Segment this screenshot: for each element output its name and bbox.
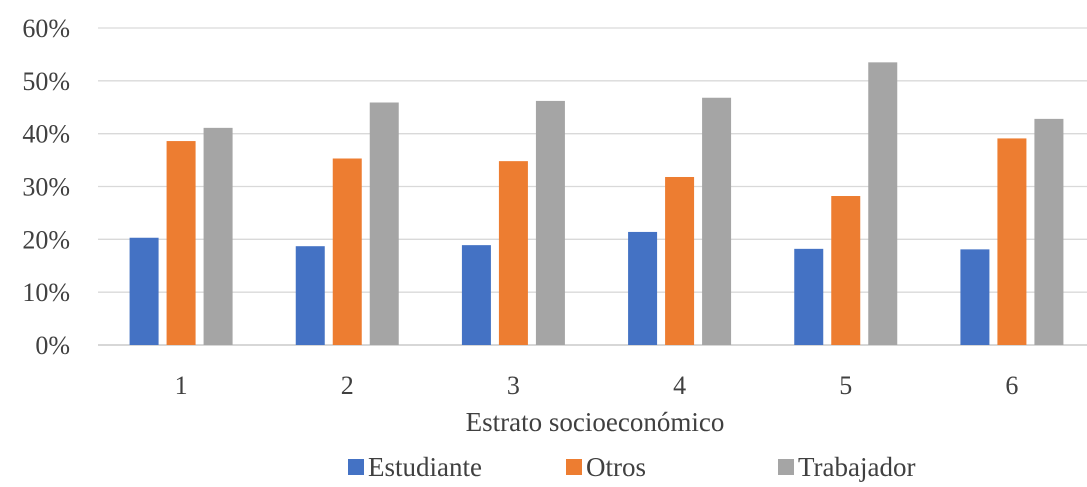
- legend-label-trabajador: Trabajador: [798, 452, 915, 482]
- y-axis-ticks: 0% 10% 20% 30% 40% 50% 60%: [22, 14, 70, 360]
- x-tick-label: 3: [507, 371, 520, 400]
- bar-trabajador-1: [203, 127, 233, 345]
- bar-trabajador-6: [1034, 118, 1064, 345]
- legend-swatch-otros: [566, 459, 582, 475]
- legend: Estudiante Otros Trabajador: [348, 452, 915, 482]
- bar-estudiante-2: [295, 246, 325, 345]
- gridlines: [98, 27, 1087, 346]
- bar-estudiante-1: [129, 237, 159, 345]
- x-tick-label: 2: [341, 371, 354, 400]
- y-tick-label: 60%: [22, 14, 70, 43]
- bar-otros-1: [166, 141, 196, 345]
- y-tick-label: 20%: [22, 225, 70, 254]
- bar-otros-4: [665, 176, 695, 345]
- bar-otros-3: [498, 161, 528, 345]
- x-tick-label: 1: [175, 371, 188, 400]
- y-tick-label: 10%: [22, 278, 70, 307]
- y-tick-label: 0%: [35, 331, 70, 360]
- x-tick-label: 5: [839, 371, 852, 400]
- y-tick-label: 50%: [22, 67, 70, 96]
- bars: [129, 62, 1064, 346]
- legend-label-estudiante: Estudiante: [368, 452, 482, 482]
- bar-otros-6: [997, 138, 1027, 345]
- x-tick-label: 6: [1005, 371, 1018, 400]
- legend-label-otros: Otros: [586, 452, 646, 482]
- bar-trabajador-2: [369, 102, 399, 346]
- legend-swatch-trabajador: [778, 459, 794, 475]
- bar-trabajador-4: [702, 97, 732, 346]
- legend-swatch-estudiante: [348, 459, 364, 475]
- bar-estudiante-5: [794, 248, 824, 345]
- bar-otros-2: [332, 158, 362, 345]
- bar-trabajador-3: [535, 100, 565, 345]
- x-tick-label: 4: [673, 371, 686, 400]
- bar-estudiante-6: [960, 249, 990, 345]
- bar-trabajador-5: [868, 62, 898, 345]
- x-axis-title: Estrato socioeconómico: [466, 407, 725, 437]
- bar-otros-5: [831, 196, 861, 345]
- y-tick-label: 30%: [22, 173, 70, 202]
- bar-estudiante-4: [628, 231, 658, 345]
- y-tick-label: 40%: [22, 120, 70, 149]
- bar-estudiante-3: [461, 245, 491, 345]
- x-axis-ticks: 1 2 3 4 5 6: [175, 371, 1019, 400]
